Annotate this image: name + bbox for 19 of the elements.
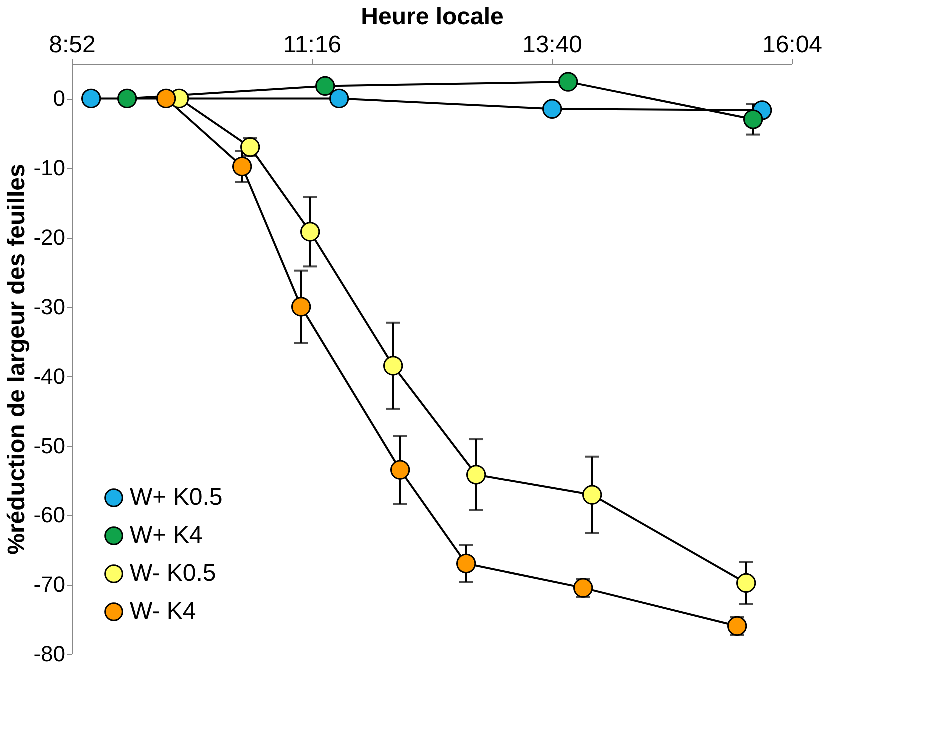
y-tick-label: -30 bbox=[34, 294, 66, 320]
legend-label: W+ K0.5 bbox=[130, 484, 223, 511]
x-tick-label: 11:16 bbox=[283, 32, 342, 58]
legend-label: W+ K4 bbox=[130, 522, 203, 549]
y-tick-label: -20 bbox=[34, 225, 66, 250]
x-tick-label: 8:52 bbox=[49, 32, 96, 58]
legend-label: W- K4 bbox=[130, 598, 196, 625]
legend-label: W- K0.5 bbox=[130, 560, 216, 587]
y-tick-label: -40 bbox=[34, 364, 66, 389]
y-tick-label: -70 bbox=[34, 572, 66, 598]
y-tick-label: 0 bbox=[53, 86, 66, 112]
y-tick-label: -60 bbox=[34, 502, 66, 528]
y-tick-label: -50 bbox=[34, 433, 66, 458]
x-tick-label: 13:40 bbox=[522, 32, 583, 58]
y-tick-label: -80 bbox=[34, 642, 66, 666]
y-axis-title: %réduction de largeur des feuilles bbox=[4, 164, 31, 555]
x-axis-title: Heure locale bbox=[361, 4, 504, 30]
x-tick-label: 16:04 bbox=[762, 32, 823, 58]
y-tick-label: -10 bbox=[34, 156, 66, 181]
